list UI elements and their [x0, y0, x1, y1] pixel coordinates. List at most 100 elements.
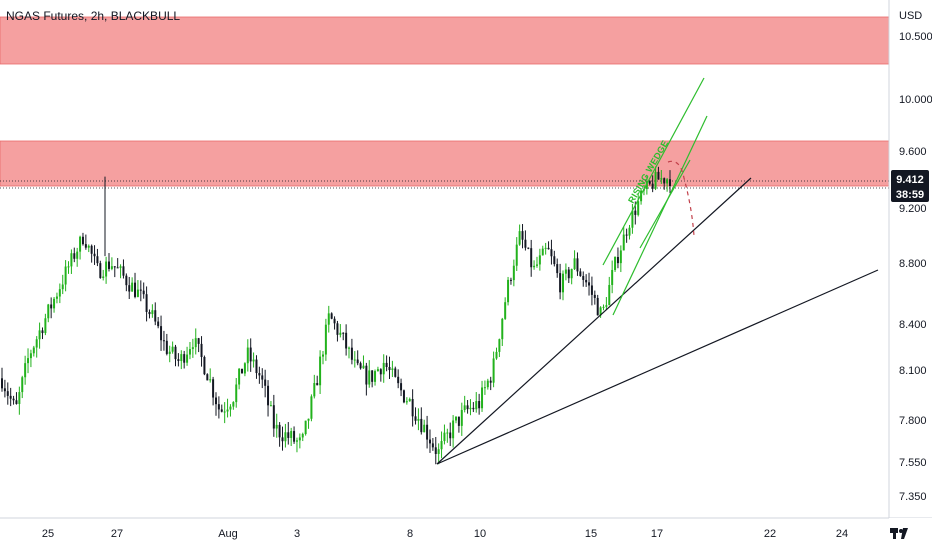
candle-body [293, 431, 296, 442]
candle-body [535, 264, 538, 266]
candle-body [475, 401, 478, 410]
candle-body [509, 279, 512, 281]
candle-body [67, 266, 70, 268]
candle-body [319, 356, 322, 386]
candle-body [223, 411, 226, 413]
candle-body [440, 441, 443, 450]
candle-body [622, 234, 625, 251]
candle-body [174, 346, 177, 360]
candle-body [478, 401, 481, 409]
candle-body [625, 234, 628, 236]
candle-body [657, 171, 660, 180]
candle-body [220, 409, 223, 412]
candle-body [527, 247, 530, 249]
y-tick-label: 7.550 [899, 457, 927, 469]
candle-body [556, 264, 559, 274]
candle-body [81, 236, 84, 245]
wedge-lower-line[interactable] [612, 115, 708, 316]
candle-body [504, 302, 507, 319]
x-axis[interactable]: 25 27 Aug 3 8 10 15 17 22 24 [42, 528, 848, 540]
support-trendline-2[interactable] [436, 269, 879, 465]
candle-body [6, 391, 9, 396]
candle-body [116, 267, 119, 269]
candle-body [9, 395, 12, 399]
candle-body [197, 338, 200, 344]
candle-body [264, 379, 267, 386]
candle-body [472, 407, 475, 410]
candle-body [136, 289, 139, 297]
candle-body [232, 402, 235, 407]
currency-label: USD [899, 10, 922, 22]
candle-body [307, 418, 310, 421]
candle-body [113, 266, 116, 268]
x-tick-label: 15 [585, 528, 597, 540]
candle-body [512, 265, 515, 281]
candle-body [241, 368, 244, 374]
candle-body [29, 353, 32, 359]
candle-body [177, 359, 180, 362]
candle-body [235, 384, 238, 403]
candle-body [426, 424, 429, 440]
candle-body [359, 363, 362, 369]
wedge-mid-line[interactable] [639, 159, 691, 249]
candle-body [134, 282, 137, 297]
candle-body [183, 354, 186, 363]
support-trendline-1[interactable] [436, 177, 752, 465]
wedge-upper-line[interactable] [602, 77, 705, 266]
candle-body [58, 289, 61, 297]
candle-body [1, 378, 3, 389]
resistance-zone-lower[interactable] [0, 140, 890, 187]
candle-body [570, 269, 573, 279]
candle-body [139, 289, 142, 291]
y-tick-label: 8.100 [899, 365, 927, 377]
candle-body [585, 279, 588, 283]
candle-body [313, 383, 316, 397]
candle-body [261, 375, 264, 380]
candle-body [76, 251, 79, 259]
candle-body [188, 349, 191, 355]
candle-body [18, 392, 21, 404]
candle-body [640, 190, 643, 202]
candle-body [660, 178, 663, 180]
candle-body [87, 245, 90, 248]
candle-body [238, 368, 241, 385]
candle-body [35, 339, 38, 348]
candle-body [515, 244, 518, 266]
candle-body [186, 354, 189, 363]
candle-body [437, 449, 440, 454]
projection-path [667, 160, 695, 237]
candle-body [345, 332, 348, 349]
resistance-zone-upper[interactable] [0, 16, 890, 65]
candle-body [102, 276, 105, 278]
candle-body [61, 284, 64, 290]
candle-body [616, 256, 619, 264]
candle-body [209, 379, 212, 381]
candle-body [452, 420, 455, 439]
candle-body [41, 330, 44, 334]
candle-body [38, 330, 41, 340]
candle-body [122, 266, 125, 276]
candle-body [157, 321, 160, 327]
candle-body [501, 318, 504, 340]
candle-body [576, 258, 579, 272]
y-tick-label: 9.600 [899, 146, 927, 158]
candle-body [645, 181, 648, 190]
candle-body [298, 437, 301, 441]
candle-body [304, 420, 307, 435]
y-axis[interactable]: 10.500 10.000 9.600 9.200 8.800 8.400 8.100 7.8… [899, 31, 932, 503]
candle-body [455, 416, 458, 421]
candle-body [634, 210, 637, 215]
candle-body [457, 416, 460, 426]
candle-body [50, 304, 53, 309]
candle-body [21, 377, 24, 393]
last-price-label: 9.412 [896, 174, 924, 186]
candle-body [316, 383, 319, 386]
candle-body [498, 339, 501, 352]
candle-body [353, 359, 356, 361]
candle-body [151, 310, 154, 315]
candle-body [330, 313, 333, 319]
candle-body [310, 396, 313, 419]
candle-body [119, 266, 122, 268]
tradingview-logo-icon[interactable] [890, 528, 908, 539]
